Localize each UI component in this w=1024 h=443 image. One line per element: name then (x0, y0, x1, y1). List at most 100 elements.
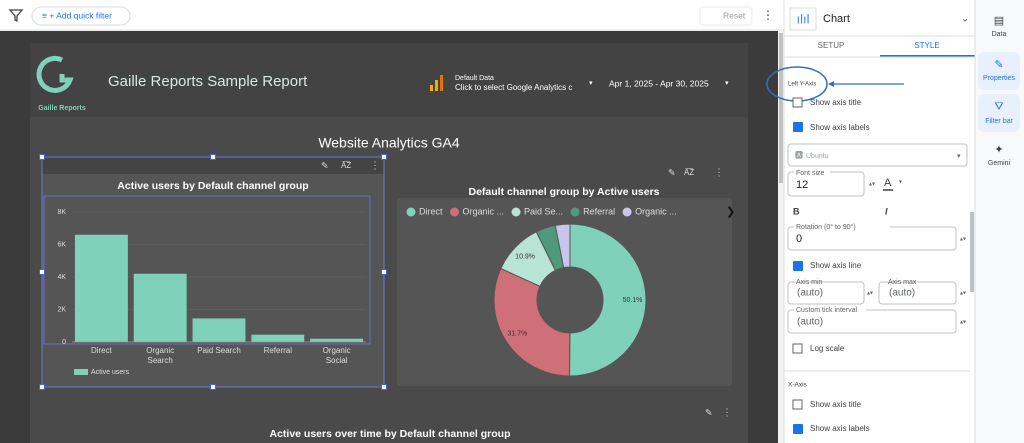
edit-icon[interactable]: ✎ (668, 167, 676, 177)
checkbox-checked[interactable] (793, 122, 803, 132)
option: Log scale (810, 344, 845, 353)
data-source-hint[interactable]: Click to select Google Analytics c (455, 83, 572, 92)
gemini-icon[interactable]: ✦ (994, 144, 1003, 156)
value-label: 50.1% (623, 297, 643, 304)
italic-button[interactable]: I (885, 206, 888, 216)
field-label: Custom tick interval (796, 307, 858, 314)
y-tick-label: 2K (57, 306, 66, 313)
value-label: 10.9% (515, 253, 535, 260)
filter-icon[interactable] (8, 9, 24, 23)
legend-label: Referral (583, 206, 615, 216)
legend-swatch (74, 369, 88, 375)
add-filter-button[interactable] (31, 6, 131, 26)
sidebar-label[interactable]: Gemini (988, 160, 1011, 167)
option: Show axis line (810, 261, 862, 270)
resize-handle[interactable] (39, 154, 45, 160)
resize-handle[interactable] (210, 154, 216, 160)
sidebar-label[interactable]: Properties (983, 75, 1015, 82)
dropdown-arrow: ▾ (957, 153, 961, 160)
sidebar-label[interactable]: Filter bar (985, 118, 1013, 125)
toolbar (0, 0, 784, 30)
properties-icon[interactable]: ✎ (994, 59, 1003, 71)
resize-handle[interactable] (210, 384, 216, 390)
tab[interactable]: SETUP (818, 41, 845, 50)
tick-interval-field[interactable] (787, 309, 957, 334)
y-tick-label: 6K (57, 241, 66, 248)
resize-handle[interactable] (381, 384, 387, 390)
field-value: (auto) (797, 288, 823, 299)
legend-label: Organic ... (635, 206, 677, 216)
bold-button[interactable]: B (793, 206, 800, 216)
section-title: Website Analytics GA4 (318, 135, 460, 151)
field-value: (auto) (889, 288, 915, 299)
sort-icon[interactable]: A͞Z (684, 168, 694, 177)
kebab[interactable]: ⋮ (762, 8, 774, 22)
legend-label: Paid Se... (524, 206, 563, 216)
edit-icon[interactable]: ✎ (321, 160, 329, 170)
data-icon[interactable]: ▤ (994, 15, 1004, 27)
value-label: 31.7% (507, 330, 527, 337)
axis-max-field[interactable] (878, 281, 957, 305)
resize-handle[interactable] (39, 384, 45, 390)
sidebar-label[interactable]: Data (992, 31, 1007, 38)
reset-label: Reset (723, 10, 746, 20)
collapse[interactable]: ⌄ (961, 14, 969, 25)
dropdown-arrow: ▾ (589, 80, 593, 87)
resize-handle[interactable] (381, 269, 387, 275)
spinner[interactable]: ▴▾ (869, 182, 875, 188)
spinner[interactable]: ▴▾ (960, 320, 966, 326)
filter-bar-icon[interactable]: ⛛ (994, 101, 1003, 113)
brand: Gaille Reports (38, 105, 86, 112)
resize-handle[interactable] (381, 154, 387, 160)
edit-icon[interactable]: ✎ (705, 407, 713, 417)
field-label: Font size (796, 170, 825, 177)
card-menu[interactable]: ⋮ (722, 408, 732, 419)
card-toolbar (42, 157, 384, 174)
x-tick-label: Direct (91, 346, 113, 355)
card-menu[interactable]: ⋮ (714, 168, 724, 179)
x-tick-label: Referral (264, 346, 293, 355)
chart-title: Default channel group by Active users (469, 186, 660, 198)
color-button[interactable]: A (884, 177, 892, 189)
bar (310, 338, 364, 342)
card-menu[interactable]: ⋮ (370, 161, 380, 172)
reset-button[interactable] (699, 6, 753, 26)
font-icon: 🅰 (795, 151, 803, 160)
option: Show axis labels (810, 424, 870, 433)
scrollbar[interactable] (778, 31, 784, 443)
legend-next[interactable]: ❯ (726, 206, 735, 218)
pie-card (397, 198, 732, 386)
section-label: X-Axis (788, 382, 808, 389)
field-label: Rotation (0° to 90°) (796, 223, 856, 231)
scrollbar-thumb[interactable] (779, 33, 783, 183)
field-value: 12 (796, 179, 808, 191)
legend-label: Direct (419, 206, 443, 216)
bar (251, 334, 305, 342)
checkbox-checked[interactable] (793, 424, 803, 434)
dropdown-arrow: ▾ (899, 180, 902, 186)
resize-handle[interactable] (39, 269, 45, 275)
pie-slice (569, 223, 647, 377)
date-range[interactable]: Apr 1, 2025 - Apr 30, 2025 (609, 78, 709, 88)
pie-slice (493, 267, 571, 377)
checkbox[interactable] (792, 399, 803, 410)
dropdown-arrow: ▾ (725, 80, 729, 87)
sort-icon[interactable]: A͞Z (341, 161, 351, 170)
legend-label: Organic ... (463, 206, 505, 216)
checkbox[interactable] (792, 343, 803, 354)
x-tick-label: Paid Search (197, 346, 241, 355)
spinner[interactable]: ▴▾ (960, 237, 966, 243)
annotation-arrowhead (828, 81, 834, 87)
checkbox-checked[interactable] (793, 261, 803, 271)
font-select[interactable] (787, 143, 968, 167)
axis-min-field[interactable] (787, 281, 865, 305)
spinner[interactable]: ▴▾ (960, 291, 966, 297)
panel-scrollbar[interactable] (970, 212, 974, 292)
y-tick-label: 8K (57, 209, 66, 216)
checkbox[interactable] (792, 97, 803, 108)
field-value: (auto) (797, 317, 823, 328)
chart-icon (789, 7, 817, 31)
spinner[interactable]: ▴▾ (867, 291, 873, 297)
y-tick-label: 4K (57, 274, 66, 281)
tab[interactable]: STYLE (914, 41, 939, 50)
